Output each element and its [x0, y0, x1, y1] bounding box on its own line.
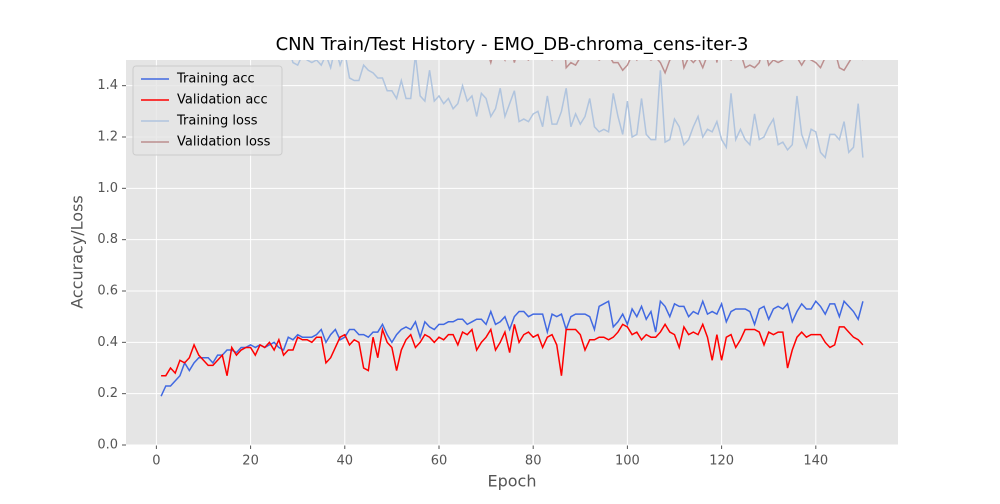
line-series: [489, 60, 863, 75]
x-tick-label: 60: [431, 454, 448, 469]
y-tick-label: 1.2: [97, 130, 118, 145]
y-tick-label: 0.4: [97, 335, 118, 350]
y-tick-label: 0.2: [97, 386, 118, 401]
legend-label: Training acc: [176, 72, 255, 87]
y-tick-label: 0.0: [97, 438, 118, 453]
y-tick-label: 0.8: [97, 232, 118, 247]
x-tick-label: 120: [709, 454, 734, 469]
legend-label: Validation acc: [177, 93, 268, 108]
chart-title: CNN Train/Test History - EMO_DB-chroma_c…: [276, 34, 749, 55]
legend-label: Training loss: [176, 114, 258, 129]
line-series: [160, 299, 864, 397]
x-tick-label: 140: [803, 454, 828, 469]
y-axis-label: Accuracy/Loss: [68, 195, 87, 309]
line-series: [291, 60, 864, 160]
x-tick-label: 0: [152, 454, 160, 469]
legend-label: Validation loss: [177, 135, 271, 150]
y-tick-label: 0.6: [97, 284, 118, 299]
x-tick-label: 20: [242, 454, 259, 469]
x-tick-label: 40: [337, 454, 354, 469]
y-tick-label: 1.4: [97, 78, 118, 93]
y-tick-label: 1.0: [97, 181, 118, 196]
x-tick-label: 80: [525, 454, 542, 469]
legend-box: [132, 65, 283, 156]
x-axis-label: Epoch: [488, 472, 537, 491]
line-series: [161, 322, 864, 377]
x-tick-label: 100: [615, 454, 640, 469]
